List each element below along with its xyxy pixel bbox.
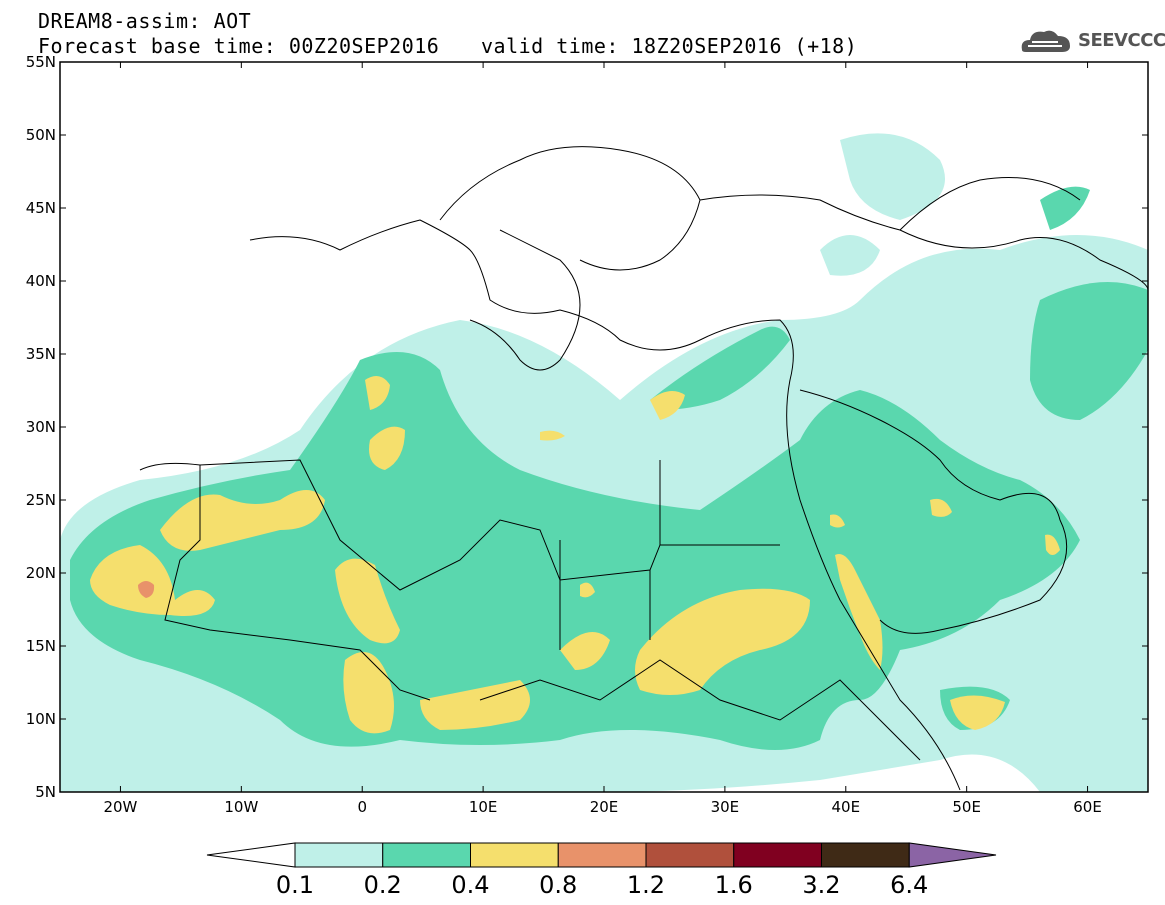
colorbar-box — [645, 842, 735, 868]
colorbar-box — [557, 842, 647, 868]
lat-label: 30N — [26, 418, 56, 436]
lat-label: 35N — [26, 345, 56, 363]
colorbar-box — [382, 842, 471, 868]
lon-label: 20W — [103, 798, 137, 816]
country-borders — [139, 146, 1148, 791]
lon-label: 10W — [224, 798, 258, 816]
colorbar-label: 3.2 — [802, 871, 840, 899]
lat-label: 5N — [35, 783, 56, 801]
logo-text: SEEVCCC — [1078, 30, 1165, 51]
colorbar-label: 0.8 — [539, 871, 577, 899]
colorbar-label: 0.1 — [276, 871, 314, 899]
valid-time: valid time: 18Z20SEP2016 (+18) — [481, 34, 858, 58]
colorbar-right-arrow — [908, 842, 997, 868]
colorbar-box — [821, 842, 910, 868]
lat-label: 50N — [26, 126, 56, 144]
aot-level-0-8 — [138, 581, 155, 598]
colorbar-label: 6.4 — [890, 871, 928, 899]
aot-level-0-2 — [70, 186, 1148, 750]
longitude-axis: 20W 10W 0 10E 20E 30E 40E 50E 60E — [103, 62, 1102, 816]
lat-label: 40N — [26, 272, 56, 290]
lon-label: 0 — [357, 798, 367, 816]
lat-label: 55N — [26, 53, 56, 71]
lon-label: 40E — [831, 798, 860, 816]
lat-label: 45N — [26, 199, 56, 217]
lon-label: 50E — [952, 798, 981, 816]
colorbar-label: 0.2 — [364, 871, 402, 899]
colorbar-label: 0.4 — [451, 871, 489, 899]
lon-label: 10E — [469, 798, 498, 816]
colorbar-label: 1.6 — [715, 871, 753, 899]
chart-title: DREAM8-assim: AOT — [38, 9, 252, 33]
colorbar-box — [470, 842, 559, 868]
forecast-base-time: Forecast base time: 00Z20SEP2016 — [38, 34, 440, 58]
lat-label: 25N — [26, 491, 56, 509]
latitude-axis: 55N 50N 45N 40N 35N 30N 25N 20N 15N 10N 5N — [26, 53, 1148, 801]
lat-label: 10N — [26, 710, 56, 728]
cloud-logo-icon — [1021, 30, 1070, 52]
colorbar-left-arrow — [206, 842, 296, 868]
lon-label: 20E — [590, 798, 619, 816]
lat-label: 15N — [26, 637, 56, 655]
colorbar-label: 1.2 — [627, 871, 665, 899]
lon-label: 60E — [1073, 798, 1102, 816]
lon-label: 30E — [711, 798, 740, 816]
colorbar-box — [294, 842, 384, 868]
lat-label: 20N — [26, 564, 56, 582]
colorbar-box — [733, 842, 822, 868]
